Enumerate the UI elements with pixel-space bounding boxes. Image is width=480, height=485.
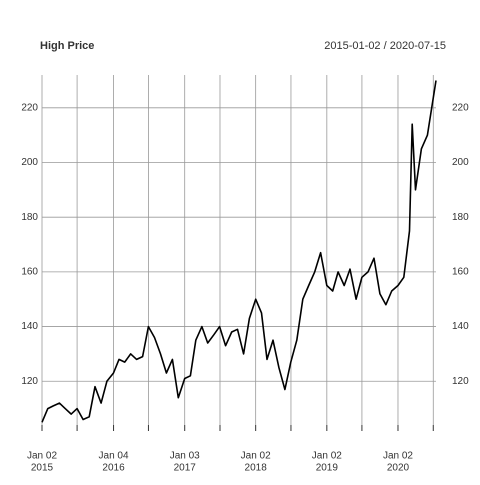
y-tick-label-right: 220 xyxy=(452,102,469,113)
y-tick-label-right: 160 xyxy=(452,267,469,278)
x-tick-year: 2019 xyxy=(316,463,339,474)
y-tick-label-right: 120 xyxy=(452,376,469,387)
y-tick-label: 200 xyxy=(21,157,38,168)
x-tick-label: Jan 02 xyxy=(383,451,413,462)
y-tick-label-right: 140 xyxy=(452,321,469,332)
x-tick-year: 2015 xyxy=(31,463,54,474)
y-tick-label: 160 xyxy=(21,267,38,278)
x-tick-year: 2016 xyxy=(102,463,125,474)
x-tick-label: Jan 04 xyxy=(99,451,129,462)
x-tick-year: 2020 xyxy=(387,463,410,474)
y-tick-label: 140 xyxy=(21,321,38,332)
chart-subtitle: 2015-01-02 / 2020-07-15 xyxy=(324,40,446,52)
x-tick-year: 2018 xyxy=(245,463,268,474)
x-tick-label: Jan 02 xyxy=(27,451,57,462)
y-tick-label-right: 200 xyxy=(452,157,469,168)
y-tick-label: 120 xyxy=(21,376,38,387)
x-tick-label: Jan 03 xyxy=(170,451,200,462)
x-tick-year: 2017 xyxy=(174,463,197,474)
y-tick-label: 180 xyxy=(21,212,38,223)
y-tick-label: 220 xyxy=(21,102,38,113)
y-tick-label-right: 180 xyxy=(452,212,469,223)
x-tick-label: Jan 02 xyxy=(312,451,342,462)
price-line xyxy=(41,80,437,423)
x-tick-label: Jan 02 xyxy=(241,451,271,462)
chart-title: High Price xyxy=(40,40,94,52)
